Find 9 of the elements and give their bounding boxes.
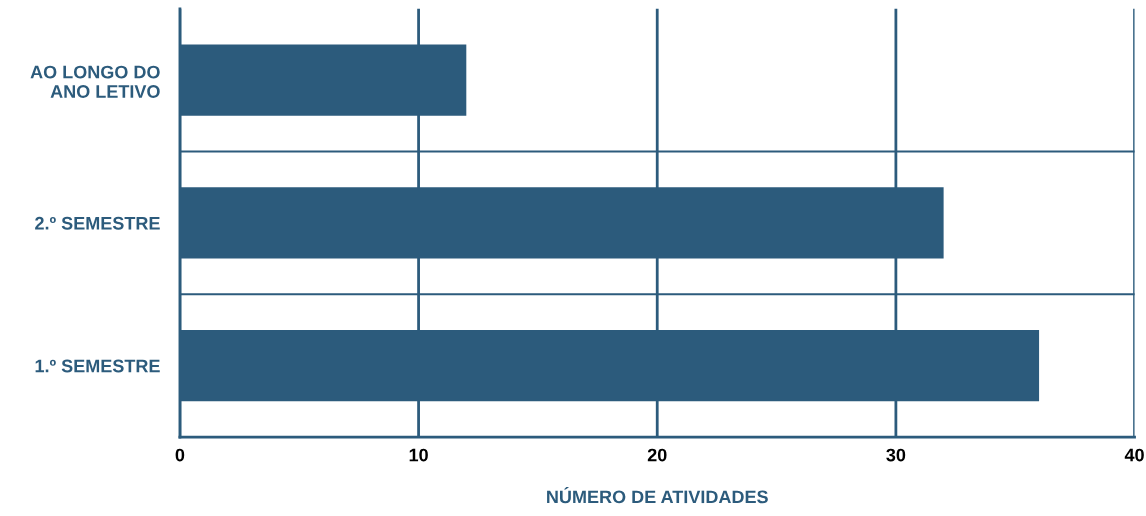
x-tick-label: 0 <box>175 448 185 462</box>
y-tick-label: AO LONGO DO ANO LETIVO <box>30 65 160 98</box>
x-tick-label: 30 <box>886 448 906 462</box>
x-tick-label: 20 <box>647 448 667 462</box>
x-axis-title: NÚMERO DE ATIVIDADES <box>547 487 768 504</box>
x-tick-label: 40 <box>1124 448 1144 462</box>
y-tick-label: 1.º SEMESTRE <box>35 359 160 373</box>
y-tick-label: 2.º SEMESTRE <box>35 216 160 230</box>
x-tick-label: 10 <box>409 448 428 462</box>
